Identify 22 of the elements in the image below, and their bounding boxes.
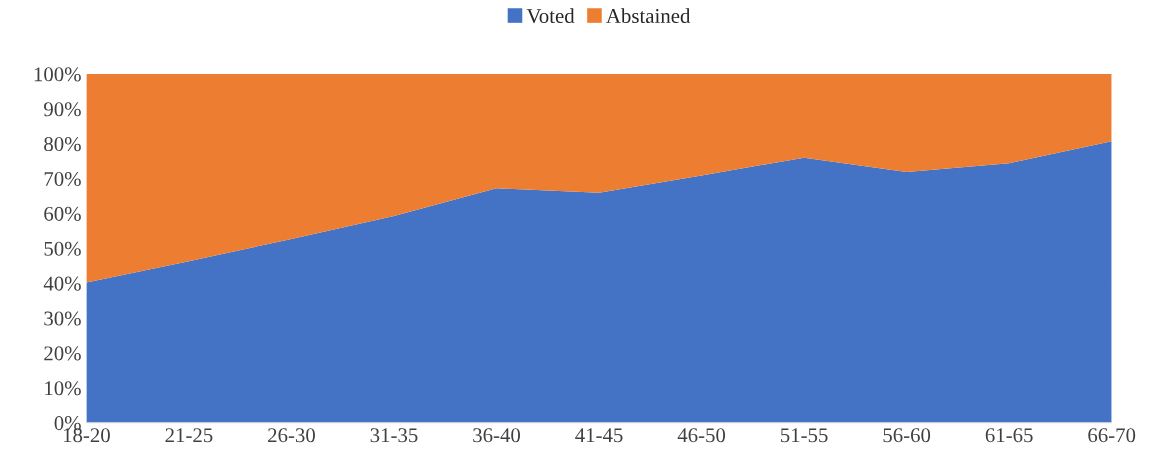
x-tick-label: 46-50 [677, 428, 726, 443]
y-tick-label: 80% [44, 137, 81, 152]
x-tick-label: 61-65 [985, 428, 1033, 443]
y-tick-label: 40% [43, 276, 81, 291]
y-tick-label: 100% [34, 67, 81, 82]
x-tick-label: 66-70 [1088, 428, 1136, 443]
x-tick-label: 31-35 [370, 428, 418, 443]
x-tick-label: 36-40 [473, 428, 521, 443]
y-tick-label: 20% [44, 346, 81, 361]
y-tick-label: 70% [44, 171, 81, 187]
x-tick-label: 56-60 [883, 428, 931, 443]
x-tick-label: 21-25 [165, 428, 213, 443]
legend-label: Abstained [606, 8, 691, 24]
y-tick-label: 10% [45, 381, 81, 396]
legend-label: Voted [526, 8, 575, 24]
x-tick-label: 41-45 [575, 428, 623, 443]
y-tick-label: 90% [44, 102, 81, 117]
x-tick-label: 26-30 [268, 428, 315, 443]
x-tick-label: 51-55 [781, 428, 828, 443]
y-tick-label: 60% [44, 206, 81, 221]
y-tick-label: 50% [44, 241, 81, 256]
y-tick-label: 30% [44, 311, 81, 326]
